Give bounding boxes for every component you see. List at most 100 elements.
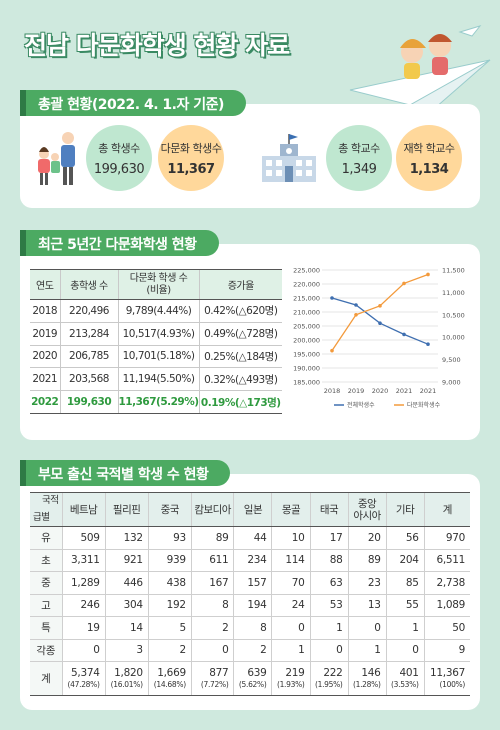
stat-enrolled-schools: 재학 학교수 1,134 (396, 125, 462, 191)
table-cell: 1,289 (61, 571, 106, 595)
y-right-tick-label: 11,000 (442, 289, 465, 297)
table-cell: 204 (385, 549, 425, 572)
y-left-tick-label: 215,000 (293, 295, 320, 303)
stat-value: 1,349 (341, 161, 377, 177)
table-cell: 157 (233, 571, 272, 595)
column-header: 다문화 학생 수 (비율) (117, 269, 200, 300)
row-header: 특 (30, 616, 62, 640)
table-cell: 19 (61, 616, 106, 640)
table-cell: 199,630 (59, 390, 118, 414)
table-cell: 1,089 (423, 594, 470, 617)
x-tick-label: 2018 (324, 387, 341, 395)
table-row: 초 3,311 921 939 611 234 114 88 89 204 6,511 (30, 549, 470, 572)
total-value: 1,820 (114, 666, 143, 679)
table-cell: 2018 (30, 299, 60, 323)
table-cell: 88 (309, 549, 349, 572)
x-tick-label: 2020 (372, 387, 389, 395)
table-cell: 0 (190, 639, 234, 662)
table-cell: 9 (423, 639, 470, 662)
table-cell: 14 (104, 616, 149, 640)
column-header: 몽골 (271, 492, 311, 527)
table-cell: 2019 (30, 322, 60, 346)
table-cell: 8 (233, 616, 272, 640)
row-header: 유 (30, 526, 62, 550)
total-percent: (14.68%) (153, 679, 186, 689)
y-left-tick-label: 210,000 (293, 309, 320, 317)
table-row: 고 246 304 192 8 194 24 53 13 55 1,089 (30, 594, 470, 617)
y-left-tick-label: 225,000 (293, 267, 320, 275)
table-cell: 89 (347, 549, 387, 572)
corner-header: 국적 급별 (30, 492, 62, 527)
table-row: 2018 220,496 9,789(4.44%) 0.42%(△620명) (30, 299, 282, 323)
y-right-tick-label: 10,000 (442, 334, 465, 342)
series-point (402, 281, 406, 286)
y-right-tick-label: 10,500 (442, 311, 465, 319)
x-tick-label: 2021 (396, 387, 413, 395)
column-header: 베트남 (61, 492, 106, 527)
table-row: 중 1,289 446 438 167 157 70 63 23 85 2,738 (30, 571, 470, 595)
column-header: 총학생 수 (59, 269, 118, 300)
table-row: 2021 203,568 11,194(5.50%) 0.32%(△493명) (30, 367, 282, 392)
table-cell: 438 (147, 571, 192, 595)
series-point (426, 342, 430, 346)
table-cell: 10,517(4.93%) (117, 322, 200, 346)
paper-plane-illustration (349, 25, 491, 109)
total-cell: 1,669 (14.68%) (147, 661, 192, 696)
table-cell: 611 (190, 549, 234, 572)
table-cell: 10,701(5.18%) (117, 345, 200, 369)
trend-line-chart: 225,000 220,000 215,000 210,000 205,000 200,0… (293, 267, 465, 410)
column-header: 증가율 (198, 269, 282, 300)
table-cell: 304 (104, 594, 149, 617)
total-percent: (7.72%) (200, 679, 229, 689)
series-point (378, 321, 382, 325)
table-cell: 939 (147, 549, 192, 572)
table-cell: 194 (233, 594, 272, 617)
column-header: 태국 (309, 492, 349, 527)
table-cell: 246 (61, 594, 106, 617)
series-point (330, 296, 334, 300)
total-cell: 146 (1.28%) (347, 661, 387, 696)
series-point (378, 304, 382, 308)
stat-value: 11,367 (167, 161, 215, 177)
school-building-icon (262, 134, 316, 182)
section-heading-nationality: 부모 출신 국적별 학생 수 현황 (20, 460, 231, 486)
table-cell: 11,367(5.29%) (117, 390, 199, 414)
table-cell: 9,789(4.44%) (117, 299, 200, 323)
table-cell: 93 (147, 526, 192, 550)
table-cell: 446 (104, 571, 149, 595)
total-percent: (1.95%) (314, 679, 343, 689)
table-row: 2019 213,284 10,517(4.93%) 0.49%(△728명) (30, 322, 282, 346)
series-point (330, 348, 334, 353)
table-cell: 20 (347, 526, 387, 550)
column-header: 연도 (30, 269, 60, 300)
total-percent: (1.93%) (276, 679, 305, 689)
y-right-tick-label: 9,500 (442, 356, 461, 364)
table-cell: 203,568 (59, 367, 118, 392)
table-cell: 970 (423, 526, 470, 550)
table-row: 각종 0 3 2 0 2 1 0 1 0 9 (30, 639, 470, 662)
table-cell: 0 (385, 639, 425, 662)
y-right-tick-label: 9,000 (442, 379, 461, 387)
section-heading-summary: 총괄 현황(2022. 4. 1.자 기준) (20, 90, 246, 116)
table-cell: 0 (309, 639, 349, 662)
x-tick-label: 2019 (348, 387, 365, 395)
table-cell: 44 (233, 526, 272, 550)
stat-label: 재학 학교수 (403, 141, 455, 155)
legend-label: 다문화학생수 (407, 401, 441, 409)
table-cell: 2 (190, 616, 234, 640)
stat-value: 1,134 (409, 161, 449, 177)
total-value: 11,367 (430, 666, 465, 679)
column-header: 중앙 아시아 (347, 492, 387, 527)
table-cell: 2021 (30, 367, 60, 392)
table-cell: 17 (309, 526, 349, 550)
table-cell: 3,311 (61, 549, 106, 572)
table-cell: 5 (147, 616, 192, 640)
table-cell: 0.32%(△493명) (198, 367, 282, 392)
total-percent: (100%) (439, 679, 466, 689)
y-left-tick-label: 200,000 (293, 337, 320, 345)
table-cell: 24 (271, 594, 311, 617)
total-cell: 877 (7.72%) (190, 661, 234, 696)
total-row: 계 5,374 (47.28%) 1,820 (16.01%) 1,669 (14.68%)… (30, 661, 470, 696)
table-cell: 70 (271, 571, 311, 595)
table-cell: 63 (309, 571, 349, 595)
